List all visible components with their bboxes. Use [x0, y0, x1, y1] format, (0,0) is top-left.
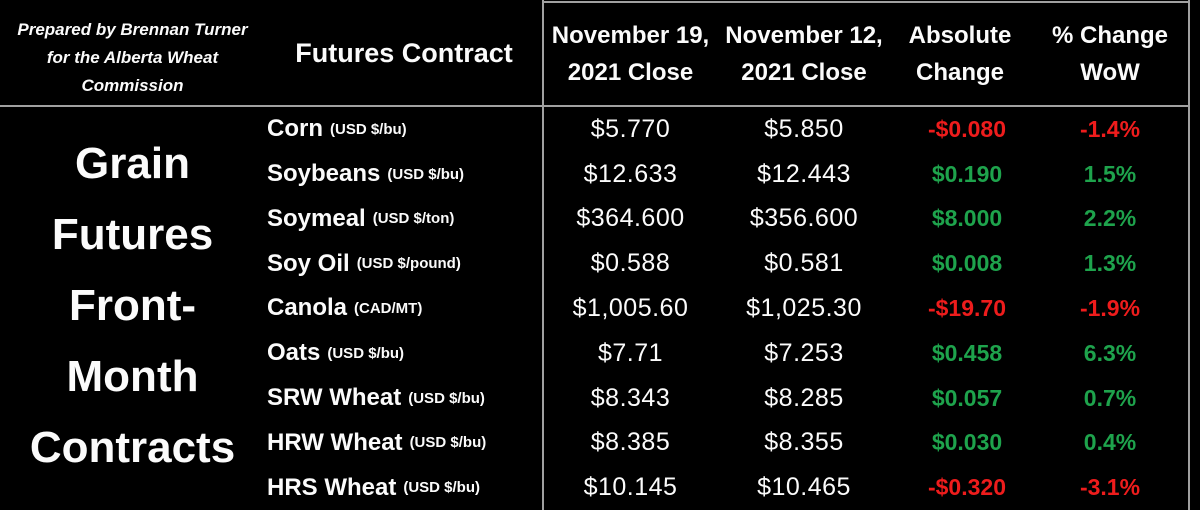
column-header-line: November 12,	[725, 21, 883, 49]
column-header-line: Absolute	[908, 21, 1012, 49]
contract-unit: (CAD/MT)	[354, 299, 423, 317]
close-value-nov12: $10.465	[757, 473, 851, 502]
close-value-nov19: $8.385	[590, 428, 671, 457]
contract-name-cell: Canola (CAD/MT)	[265, 286, 543, 331]
close-value-nov12: $8.355	[764, 428, 844, 457]
contract-name: Soybeans	[267, 160, 381, 188]
close-value-nov12: $8.285	[764, 383, 844, 412]
attribution-line: Prepared by Brennan Turner	[17, 19, 248, 39]
table-title-line: Grain	[75, 139, 190, 188]
table-title-line: Futures	[51, 210, 214, 259]
contract-name: Corn	[267, 115, 323, 143]
close-value-nov12: $7.253	[764, 338, 844, 367]
table-title-line: Month	[66, 352, 199, 401]
close-value-nov12: $12.443	[757, 159, 851, 188]
column-header-line: 2021 Close	[741, 58, 867, 86]
abs-change-value: $0.190	[931, 160, 1003, 187]
column-header-line: % Change	[1051, 21, 1168, 49]
column-header-line: 2021 Close	[567, 58, 694, 86]
pct-change-value: 2.2%	[1083, 205, 1137, 232]
contract-unit: (USD $/bu)	[327, 344, 405, 362]
grid-line-vertical-right	[1188, 0, 1190, 510]
attribution-line: Commission	[81, 75, 184, 95]
column-header-line: Change	[915, 58, 1004, 86]
close-value-nov12: $5.850	[764, 114, 844, 143]
contract-name: Canola	[267, 294, 348, 322]
close-value-nov19: $0.588	[590, 249, 671, 278]
contract-name-cell: SRW Wheat (USD $/bu)	[265, 376, 543, 421]
column-header-absolute-change: Absolute Change	[890, 0, 1030, 107]
close-value-nov19: $1,005.60	[572, 293, 689, 322]
column-header-line: November 19,	[551, 21, 710, 49]
pct-change-value: 0.7%	[1083, 384, 1137, 411]
column-header-line: WoW	[1080, 58, 1140, 86]
contract-unit: (USD $/pound)	[356, 255, 461, 273]
contract-name: Soy Oil	[267, 249, 350, 277]
pct-change-value: -3.1%	[1079, 474, 1141, 501]
contract-name-cell: HRW Wheat (USD $/bu)	[265, 420, 543, 465]
contract-name: SRW Wheat	[267, 384, 402, 412]
pct-change-value: 6.3%	[1083, 339, 1137, 366]
close-value-nov12: $0.581	[764, 249, 844, 278]
close-value-nov19: $12.633	[583, 159, 678, 188]
contract-unit: (USD $/bu)	[403, 479, 481, 497]
close-value-nov19: $10.145	[583, 473, 678, 502]
contract-name-cell: Soymeal (USD $/ton)	[265, 197, 543, 242]
close-value-nov19: $8.343	[590, 383, 671, 412]
contract-name: HRS Wheat	[267, 473, 397, 501]
grid-line-top-edge	[543, 1, 1189, 3]
contract-unit: (USD $/bu)	[408, 389, 485, 407]
column-header-futures-contract: Futures Contract	[295, 38, 513, 68]
column-header-nov19-close: November 19, 2021 Close	[543, 0, 718, 107]
column-header-nov12-close: November 12, 2021 Close	[718, 0, 890, 107]
abs-change-value: $0.057	[931, 384, 1003, 411]
contract-name-cell: Oats (USD $/bu)	[265, 331, 543, 376]
contract-name: Oats	[267, 339, 321, 367]
close-value-nov12: $1,025.30	[746, 293, 862, 322]
abs-change-value: -$0.080	[927, 115, 1006, 142]
pct-change-value: 0.4%	[1083, 429, 1137, 456]
close-value-nov19: $7.71	[597, 338, 664, 367]
attribution-line: for the Alberta Wheat	[46, 47, 219, 67]
contract-name: HRW Wheat	[267, 428, 403, 456]
pct-change-value: -1.4%	[1079, 115, 1141, 142]
abs-change-value: -$0.320	[927, 474, 1006, 501]
grid-line-header-bottom	[0, 105, 1190, 107]
table-title-line: Front-	[68, 281, 197, 330]
abs-change-value: -$19.70	[927, 294, 1006, 321]
close-value-nov19: $364.600	[576, 204, 685, 233]
abs-change-value: $8.000	[931, 205, 1003, 232]
pct-change-value: -1.9%	[1079, 294, 1141, 321]
abs-change-value: $0.008	[931, 250, 1003, 277]
contract-name: Soymeal	[267, 204, 366, 232]
pct-change-value: 1.5%	[1083, 160, 1137, 187]
table-title: Grain Futures Front- Month Contracts	[0, 107, 265, 510]
grid-line-vertical-main	[542, 0, 544, 510]
close-value-nov19: $5.770	[590, 114, 671, 143]
pct-change-value: 1.3%	[1083, 250, 1137, 277]
table-title-line: Contracts	[29, 423, 236, 472]
contract-unit: (USD $/bu)	[409, 434, 487, 452]
contract-name-cell: Corn (USD $/bu)	[265, 107, 543, 152]
column-header-pct-change-wow: % Change WoW	[1030, 0, 1190, 107]
contract-name-cell: Soy Oil (USD $/pound)	[265, 241, 543, 286]
attribution-note: Prepared by Brennan Turner for the Alber…	[0, 0, 265, 107]
contract-unit: (USD $/bu)	[330, 120, 407, 138]
contract-name-cell: Soybeans (USD $/bu)	[265, 152, 543, 197]
abs-change-value: $0.030	[931, 429, 1003, 456]
contract-unit: (USD $/ton)	[372, 210, 455, 228]
contract-unit: (USD $/bu)	[387, 165, 465, 183]
abs-change-value: $0.458	[931, 339, 1003, 366]
contract-name-cell: HRS Wheat (USD $/bu)	[265, 465, 543, 510]
close-value-nov12: $356.600	[749, 204, 859, 233]
